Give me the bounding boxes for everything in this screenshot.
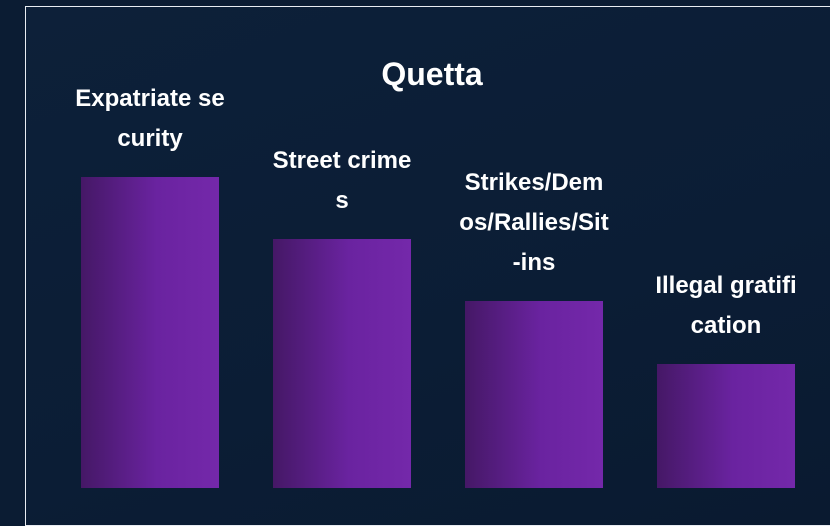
category-label: Expatriate security [75, 85, 225, 152]
category-label: Street crimes [272, 147, 412, 215]
bar [465, 301, 603, 488]
category-label: Illegal gratification [655, 271, 797, 339]
bar [81, 177, 219, 488]
page: Quetta Expatriate security Street crimes S… [25, 6, 830, 526]
category-label: Strikes/Demos/Rallies/Sit-ins [459, 169, 609, 277]
bar [273, 239, 411, 488]
chart-title: Quetta [381, 56, 483, 92]
bar [657, 363, 795, 488]
chart: Quetta Expatriate security Street crimes S… [75, 56, 797, 488]
